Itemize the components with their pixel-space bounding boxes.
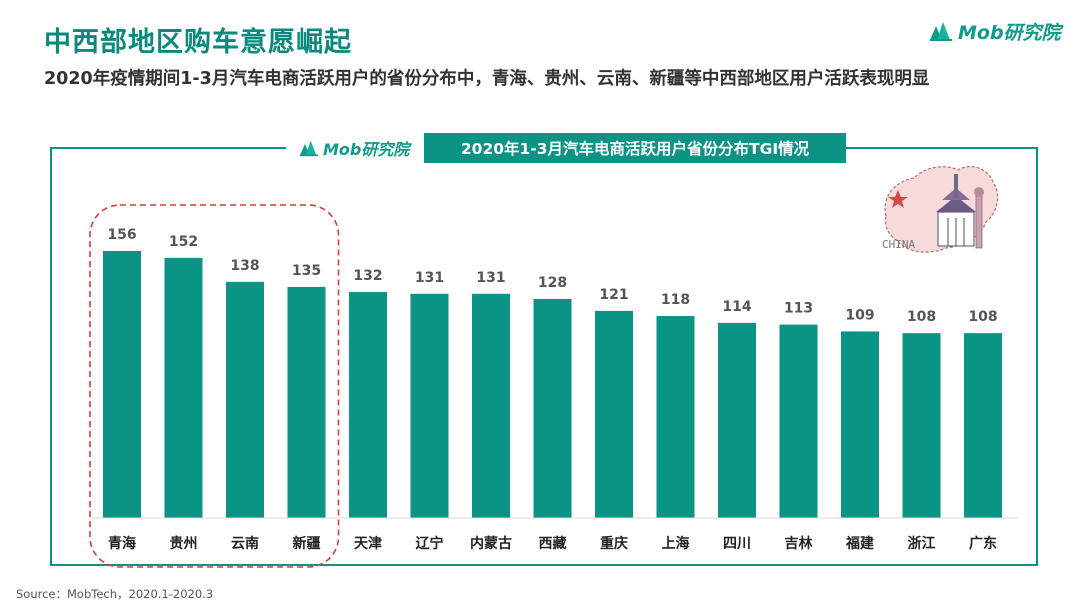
data-label-贵州: 152	[169, 234, 198, 250]
data-label-新疆: 135	[292, 263, 321, 279]
mob-logo-icon	[930, 22, 952, 41]
category-label-四川: 四川	[723, 536, 751, 552]
bar-上海	[656, 316, 695, 518]
bar-天津	[349, 292, 387, 518]
data-label-广东: 108	[968, 309, 997, 325]
mob-logo-icon	[300, 140, 318, 157]
chart-panel-header: Mob研究院 2020年1-3月汽车电商活跃用户省份分布TGI情况	[286, 133, 846, 163]
bar-四川	[718, 322, 756, 518]
data-label-内蒙古: 131	[476, 270, 505, 286]
page-subtitle: 2020年疫情期间1-3月汽车电商活跃用户的省份分布中，青海、贵州、云南、新疆等…	[44, 69, 930, 89]
data-label-福建: 109	[845, 307, 874, 323]
bar-云南	[226, 281, 264, 518]
bar-吉林	[779, 324, 818, 518]
category-label-上海: 上海	[662, 535, 690, 552]
brand-logo: Mob研究院	[928, 16, 1061, 46]
chart-title: 2020年1-3月汽车电商活跃用户省份分布TGI情况	[424, 133, 846, 163]
china-label: CHINA	[882, 238, 915, 251]
bar-青海	[103, 251, 141, 518]
category-label-广东: 广东	[969, 535, 997, 552]
panel-brand: Mob研究院	[286, 136, 422, 160]
bar-广东	[964, 333, 1002, 518]
source-note: Source：MobTech，2020.1-2020.3	[16, 587, 214, 601]
category-label-青海: 青海	[108, 535, 136, 552]
category-label-贵州: 贵州	[170, 535, 198, 552]
data-label-辽宁: 131	[415, 270, 444, 286]
category-label-云南: 云南	[231, 535, 259, 552]
data-label-重庆: 121	[599, 287, 628, 303]
category-label-内蒙古: 内蒙古	[470, 535, 512, 552]
highlight-box	[89, 204, 340, 568]
category-label-辽宁: 辽宁	[416, 535, 444, 552]
page-title: 中西部地区购车意愿崛起	[44, 27, 352, 58]
category-label-吉林: 吉林	[785, 535, 813, 552]
bar-辽宁	[410, 293, 449, 518]
bar-重庆	[595, 310, 633, 518]
data-label-浙江: 108	[907, 309, 936, 325]
data-label-云南: 138	[230, 258, 259, 274]
category-label-天津: 天津	[354, 535, 382, 552]
china-map-illustration: CHINA	[882, 165, 999, 253]
data-label-吉林: 113	[784, 301, 813, 317]
bar-西藏	[533, 298, 572, 518]
category-label-西藏: 西藏	[539, 535, 567, 552]
data-label-上海: 118	[661, 292, 690, 308]
bar-浙江	[902, 333, 941, 518]
bar-福建	[841, 331, 879, 518]
category-label-重庆: 重庆	[600, 535, 628, 552]
panel-brand-name: Mob研究院	[323, 140, 410, 159]
category-label-浙江: 浙江	[908, 535, 936, 552]
data-label-天津: 132	[353, 268, 382, 284]
data-label-青海: 156	[107, 227, 136, 243]
category-label-新疆: 新疆	[293, 535, 321, 552]
category-label-福建: 福建	[845, 535, 874, 552]
data-label-四川: 114	[722, 299, 751, 315]
bar-新疆	[287, 286, 326, 518]
bar-内蒙古	[472, 293, 510, 518]
brand-name: Mob研究院	[958, 21, 1061, 44]
data-label-西藏: 128	[538, 275, 567, 291]
bar-贵州	[164, 257, 203, 518]
